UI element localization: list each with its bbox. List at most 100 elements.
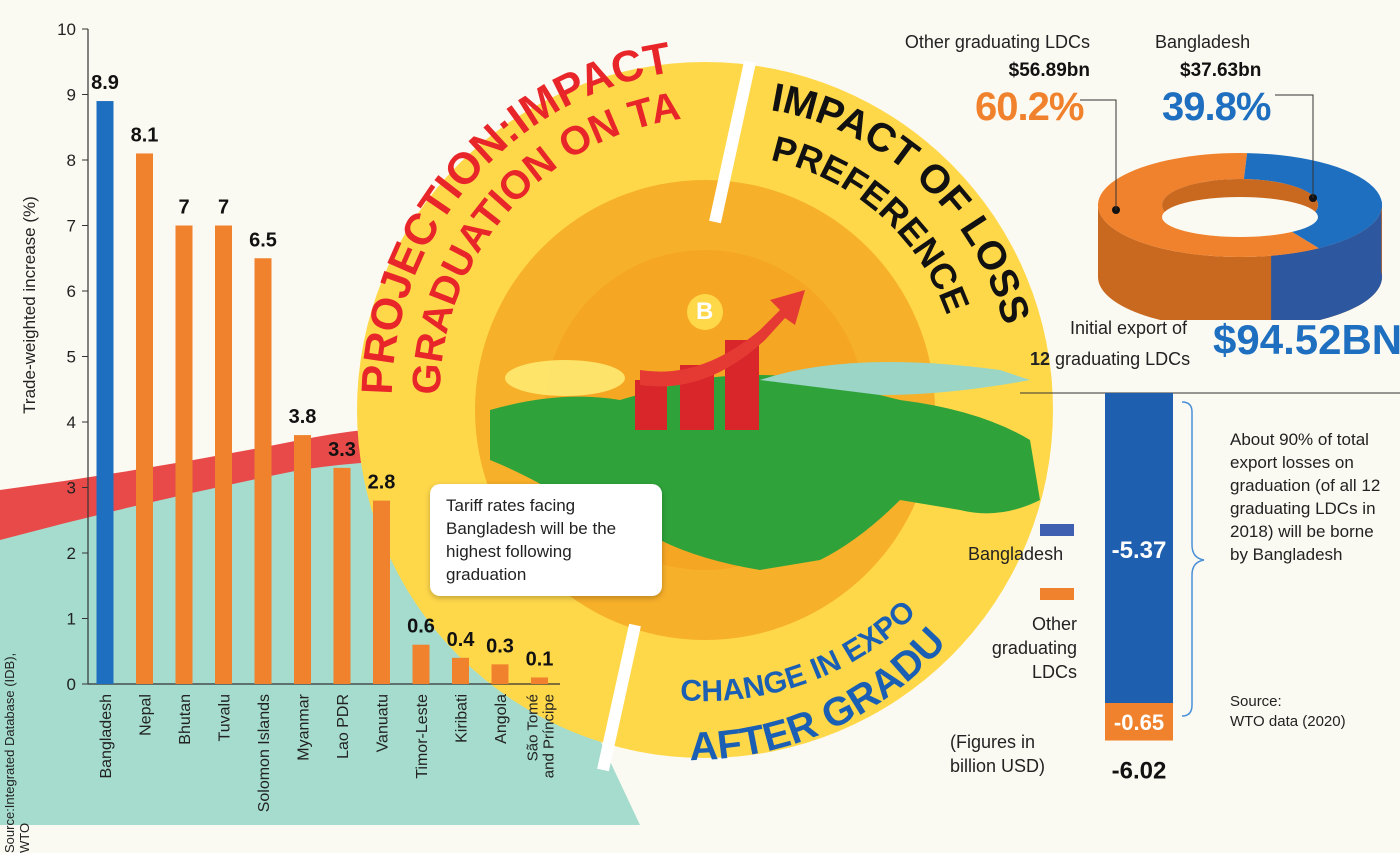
bar xyxy=(215,225,232,684)
category-label: Solomon Islands xyxy=(256,694,273,812)
export-change-bar: -5.37 -0.65 -6.02 xyxy=(1105,393,1173,785)
donut-hole-floor xyxy=(1162,197,1318,237)
donut-slice-bangladesh xyxy=(1243,153,1382,249)
callout-note: Tariff rates facing Bangladesh will be t… xyxy=(430,484,662,596)
pie-other-value: $56.89bn xyxy=(1008,60,1090,81)
bar-value-label: 8.9 xyxy=(91,72,119,94)
teal-map-strip xyxy=(760,362,1030,395)
y-tick-label: 1 xyxy=(67,610,76,629)
svg-text:Myanmar: Myanmar xyxy=(296,693,313,760)
bar xyxy=(373,500,390,684)
bar xyxy=(294,435,311,684)
initial-export-label: Initial export of xyxy=(1070,318,1188,338)
leader-line-bangladesh xyxy=(1275,94,1314,198)
bar xyxy=(412,644,430,684)
initial-export-total: $94.52BN xyxy=(1213,316,1400,363)
bar-value-label: 6.5 xyxy=(249,229,277,251)
bar xyxy=(491,664,509,684)
y-tick-label: 8 xyxy=(67,151,76,170)
pie-other-percent: 60.2% xyxy=(975,85,1084,129)
total-loss-label: -6.02 xyxy=(1112,758,1167,785)
donut-side-bangladesh xyxy=(1271,199,1382,320)
svg-text:Lao PDR: Lao PDR xyxy=(335,694,352,759)
red-bar-icon xyxy=(635,380,667,430)
bar xyxy=(254,258,272,684)
svg-text:Kiribati: Kiribati xyxy=(454,694,471,743)
category-label: Kiribati xyxy=(454,694,471,743)
logo-letter: B xyxy=(696,298,714,325)
y-tick-label: 9 xyxy=(67,86,76,105)
bar-value-label: 2.8 xyxy=(368,472,396,494)
legend-label-bangladesh: Bangladesh xyxy=(968,544,1064,564)
bar xyxy=(333,467,351,684)
svg-text:São Tomé: São Tomé xyxy=(525,694,542,761)
svg-text:Vanuatu: Vanuatu xyxy=(375,694,392,752)
bar-value-label: 7 xyxy=(218,197,229,219)
export-source: Source: WTO data (2020) xyxy=(1230,693,1346,730)
category-label: Vanuatu xyxy=(375,694,392,752)
category-label: Bangladesh xyxy=(98,694,115,779)
yellow-glow xyxy=(505,360,625,396)
category-label: São Tomé and Príncipe xyxy=(525,694,558,778)
bar-value-label: 7 xyxy=(178,197,189,219)
logo-circle xyxy=(687,294,723,330)
svg-text:Tuvalu: Tuvalu xyxy=(217,694,234,741)
bar-bangladesh-loss-label: -5.37 xyxy=(1112,537,1167,564)
svg-text:Solomon Islands: Solomon Islands xyxy=(256,694,273,812)
bracket-icon xyxy=(1181,401,1205,717)
red-arrow-icon xyxy=(640,290,805,387)
category-label: Tuvalu xyxy=(217,694,234,741)
y-tick-label: 4 xyxy=(67,413,76,432)
category-label: Lao PDR xyxy=(335,694,352,759)
y-tick-label: 3 xyxy=(67,479,76,498)
bar xyxy=(136,153,153,684)
bar xyxy=(452,657,469,684)
initial-export-count: 12 xyxy=(1030,349,1051,369)
pie-bd-label: Bangladesh xyxy=(1155,32,1251,52)
category-label: Nepal xyxy=(138,694,155,736)
bar-value-label: 3.3 xyxy=(328,439,356,461)
export-share-donut xyxy=(1080,94,1382,320)
bar-value-label: 0.3 xyxy=(486,635,514,657)
y-tick-label: 5 xyxy=(67,348,76,367)
y-tick-label: 6 xyxy=(67,282,76,301)
bar xyxy=(175,225,193,684)
bar-value-label: 0.6 xyxy=(407,616,435,638)
bar-value-label: 3.8 xyxy=(289,406,317,428)
y-axis-label: Trade-weighted increase (%) xyxy=(20,196,39,414)
svg-text:Bangladesh: Bangladesh xyxy=(98,694,115,779)
bar-other-loss xyxy=(1105,703,1173,741)
bar-value-label: 0.1 xyxy=(526,648,554,670)
svg-text:and Príncipe: and Príncipe xyxy=(541,694,558,778)
category-label: Myanmar xyxy=(296,693,313,760)
bar xyxy=(531,677,548,684)
pie-other-label: Other graduating LDCs xyxy=(904,32,1090,52)
leader-line-other xyxy=(1080,99,1117,210)
ring-separator xyxy=(597,623,641,772)
category-label: Angola xyxy=(493,694,510,744)
legend-swatch-bangladesh xyxy=(1040,524,1074,536)
legend-swatch-other xyxy=(1040,588,1074,600)
pie-bd-value: $37.63bn xyxy=(1180,60,1262,81)
svg-text:Bhutan: Bhutan xyxy=(177,694,194,745)
category-label: Timor-Leste xyxy=(414,694,431,779)
y-tick-label: 10 xyxy=(57,20,76,39)
figures-note: (Figures in billion USD) xyxy=(950,732,1046,776)
ring-separator xyxy=(709,60,756,224)
bar-other-loss-label: -0.65 xyxy=(1114,710,1164,735)
pie-bd-percent: 39.8% xyxy=(1162,85,1271,129)
red-ribbon xyxy=(0,426,470,540)
category-label: Bhutan xyxy=(177,694,194,745)
bar-bangladesh-loss xyxy=(1105,393,1173,703)
y-tick-label: 2 xyxy=(67,544,76,563)
tariff-bar-chart: 0 1 2 3 4 5 6 7 8 9 10 8.9 Bangladesh 8.1 Nepal 7 Bhutan… xyxy=(57,20,560,812)
bar-value-label: 0.4 xyxy=(447,629,476,651)
svg-text:Angola: Angola xyxy=(493,694,510,744)
svg-text:Nepal: Nepal xyxy=(138,694,155,736)
bar xyxy=(96,101,114,685)
initial-export-label-2: graduating LDCs xyxy=(1055,349,1191,369)
svg-text:Timor-Leste: Timor-Leste xyxy=(414,694,431,779)
bar-chart-source: Source:Integrated Database (IDB), WTO xyxy=(2,652,32,853)
export-loss-note: About 90% of total export losses on grad… xyxy=(1230,430,1381,564)
y-tick-label: 7 xyxy=(67,217,76,236)
